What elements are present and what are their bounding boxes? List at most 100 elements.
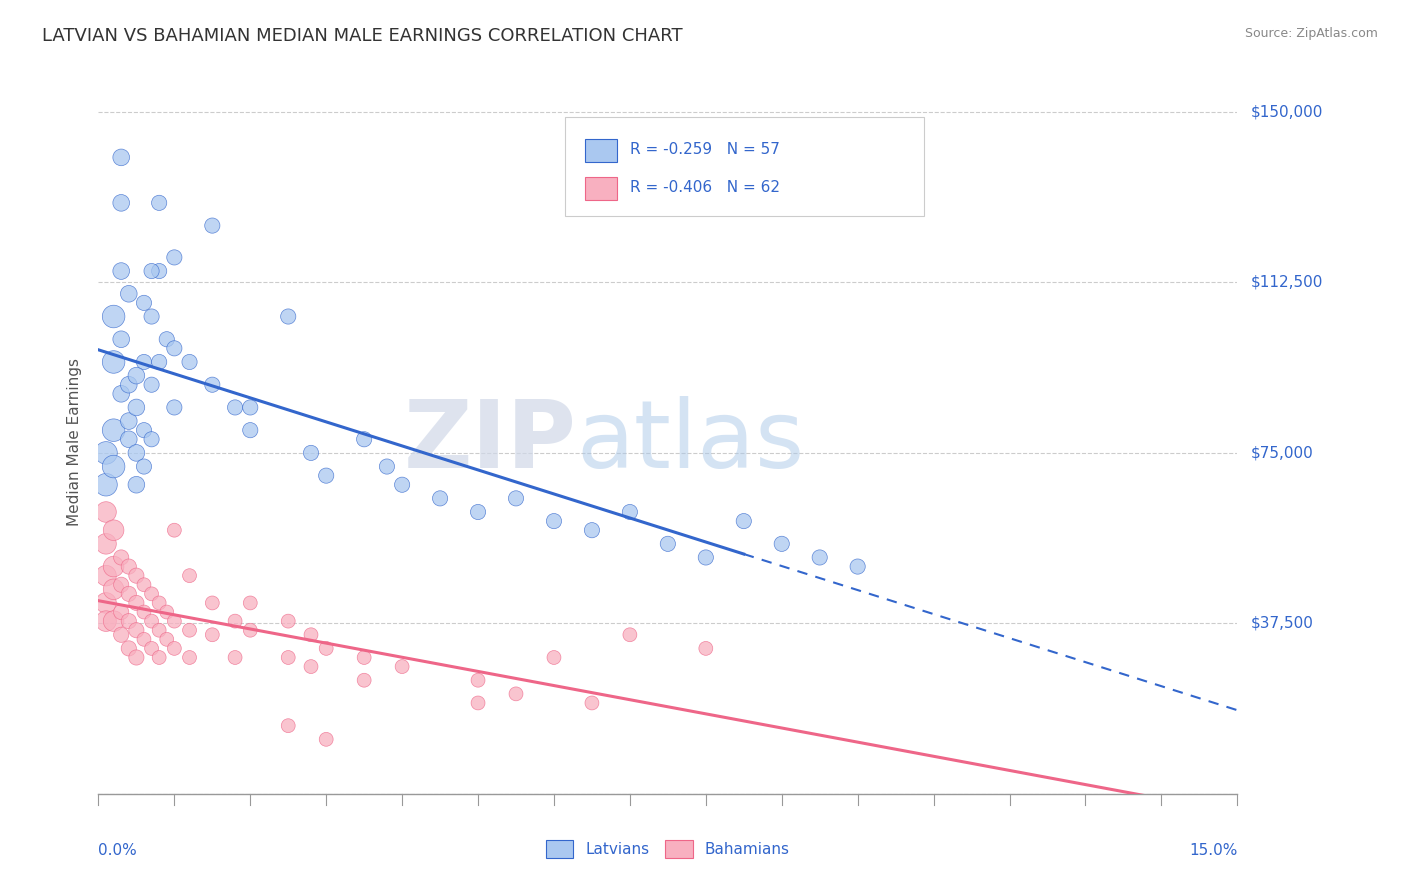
Point (148, 195, 170, 210)
Point (103, 310, 125, 324)
Text: $75,000: $75,000 (1251, 445, 1315, 460)
Point (467, 505, 489, 519)
Point (125, 446, 148, 460)
Point (94, 568, 117, 582)
Point (156, 605, 179, 619)
Point (103, 355, 125, 369)
Point (619, 505, 641, 519)
Point (179, 650, 201, 665)
Point (179, 355, 201, 369)
Point (148, 624, 170, 638)
Point (125, 477, 148, 491)
Point (846, 559, 869, 574)
Point (103, 614, 125, 628)
Point (695, 550, 717, 565)
Text: $150,000: $150,000 (1251, 104, 1323, 120)
Point (770, 537, 793, 551)
Point (299, 446, 322, 460)
FancyBboxPatch shape (585, 138, 617, 161)
Point (808, 550, 831, 565)
Point (94, 446, 117, 460)
Point (315, 468, 337, 483)
Point (163, 614, 186, 628)
Point (277, 614, 299, 628)
FancyBboxPatch shape (585, 177, 617, 200)
Point (315, 732, 337, 747)
Point (695, 641, 717, 656)
Point (118, 432, 141, 446)
Point (103, 459, 125, 474)
Point (277, 310, 299, 324)
Point (103, 582, 125, 597)
Point (132, 296, 155, 310)
Point (110, 264, 132, 278)
Point (299, 628, 322, 642)
Point (110, 550, 132, 565)
Point (224, 614, 246, 628)
Point (391, 659, 413, 673)
Point (619, 628, 641, 642)
Point (657, 537, 679, 551)
Point (148, 650, 170, 665)
Point (201, 628, 224, 642)
Point (467, 673, 489, 688)
Point (163, 641, 186, 656)
Point (156, 632, 179, 647)
Point (132, 632, 155, 647)
Point (110, 605, 132, 619)
Point (543, 650, 565, 665)
Point (118, 587, 141, 601)
Point (118, 414, 141, 428)
Point (353, 432, 375, 446)
Point (581, 523, 603, 537)
Text: Source: ZipAtlas.com: Source: ZipAtlas.com (1244, 27, 1378, 40)
Point (94, 614, 117, 628)
Point (315, 641, 337, 656)
Point (110, 628, 132, 642)
Point (118, 641, 141, 656)
Y-axis label: Median Male Earnings: Median Male Earnings (67, 358, 83, 525)
Point (543, 514, 565, 528)
Text: R = -0.259   N = 57: R = -0.259 N = 57 (630, 143, 780, 157)
Point (141, 432, 163, 446)
FancyBboxPatch shape (565, 118, 924, 216)
Point (581, 696, 603, 710)
Point (103, 423, 125, 437)
Text: $112,500: $112,500 (1251, 275, 1323, 290)
Text: 15.0%: 15.0% (1189, 843, 1237, 858)
Point (125, 401, 148, 415)
Point (110, 332, 132, 346)
Point (125, 596, 148, 610)
Point (505, 491, 527, 506)
Point (141, 587, 163, 601)
Point (118, 559, 141, 574)
Point (94, 537, 117, 551)
Legend: Latvians, Bahamians: Latvians, Bahamians (540, 834, 796, 863)
Point (277, 650, 299, 665)
Point (132, 459, 155, 474)
Point (201, 377, 224, 392)
Text: ZIP: ZIP (404, 395, 576, 488)
Text: R = -0.406   N = 62: R = -0.406 N = 62 (630, 180, 780, 195)
Point (163, 342, 186, 356)
Point (733, 514, 755, 528)
Point (141, 614, 163, 628)
Point (299, 659, 322, 673)
Point (224, 401, 246, 415)
Point (375, 459, 398, 474)
Point (239, 624, 262, 638)
Point (141, 310, 163, 324)
Point (163, 401, 186, 415)
Point (141, 641, 163, 656)
Point (163, 251, 186, 265)
Point (148, 264, 170, 278)
Point (125, 624, 148, 638)
Text: $37,500: $37,500 (1251, 615, 1315, 631)
Point (239, 596, 262, 610)
Point (179, 568, 201, 582)
Point (239, 401, 262, 415)
Point (201, 219, 224, 233)
Point (125, 568, 148, 582)
Point (125, 368, 148, 383)
Point (141, 264, 163, 278)
